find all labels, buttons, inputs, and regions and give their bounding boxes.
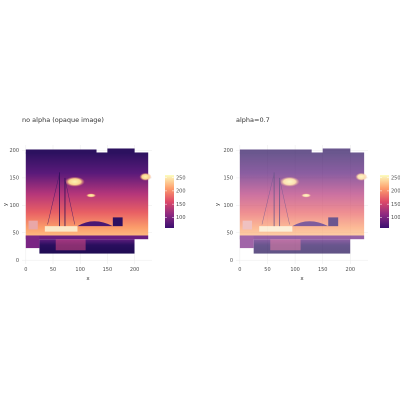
- top-edge: [25, 149, 97, 154]
- top-edge: [239, 149, 312, 154]
- panel-title: alpha=0.7: [236, 116, 270, 124]
- colorbar-tick-label: 200: [391, 189, 400, 195]
- reflection: [270, 239, 301, 251]
- colorbar-tick-label: 200: [176, 189, 186, 195]
- y-tick-label: 150: [9, 176, 19, 182]
- sky-region: [239, 152, 365, 236]
- cloud: [279, 176, 300, 187]
- y-tick-label: 0: [230, 258, 233, 264]
- y-axis-label: y: [3, 202, 9, 206]
- rigging: [64, 178, 75, 225]
- right-structure: [112, 217, 123, 227]
- reflection: [55, 239, 86, 251]
- left-building: [28, 220, 38, 230]
- hill: [77, 221, 113, 227]
- x-tick-label: 50: [50, 267, 56, 273]
- top-edge: [322, 148, 351, 154]
- rigging: [279, 178, 290, 225]
- raster-image: [239, 148, 368, 254]
- water-region: [39, 239, 135, 254]
- axis-ticks: 0 50 100 150 200 0 50 100 150 200: [9, 148, 139, 273]
- y-tick-label: 200: [223, 148, 233, 154]
- hill: [292, 221, 329, 227]
- x-tick-label: 200: [346, 267, 356, 273]
- colorbar: 100 150 200 250: [165, 175, 186, 228]
- y-tick-label: 50: [13, 230, 19, 236]
- x-axis-label: x: [300, 276, 304, 282]
- x-tick-label: 150: [318, 267, 328, 273]
- left-edge: [239, 235, 254, 249]
- x-tick-label: 200: [130, 267, 140, 273]
- y-axis-label: y: [215, 202, 221, 206]
- y-tick-label: 0: [16, 258, 19, 264]
- shoreline: [25, 235, 149, 240]
- colorbar-gradient: [165, 175, 174, 228]
- cloud: [86, 193, 97, 198]
- panel-title: no alpha (opaque image): [22, 116, 104, 124]
- boat-hull: [44, 226, 78, 232]
- colorbar-tick-label: 150: [391, 202, 400, 208]
- y-tick-label: 150: [223, 176, 233, 182]
- y-tick-label: 50: [227, 230, 233, 236]
- colorbar-tick-label: 250: [391, 175, 400, 181]
- rigging: [261, 173, 275, 225]
- x-tick-label: 150: [103, 267, 113, 273]
- colorbar-tick-label: 250: [176, 175, 186, 181]
- shoreline: [239, 235, 365, 240]
- left-edge: [25, 235, 40, 249]
- x-axis-label: x: [86, 276, 90, 282]
- mask: [134, 239, 149, 254]
- colorbar-tick-label: 100: [176, 215, 186, 221]
- y-tick-label: 100: [9, 203, 19, 209]
- x-tick-label: 0: [238, 267, 241, 273]
- colorbar-tick-label: 150: [176, 202, 186, 208]
- raster-image: [25, 148, 152, 254]
- chart-panel-1: no alpha (opaque image) 0 50 100 150 200 0 50 10…: [3, 116, 186, 282]
- colorbar-gradient: [380, 175, 389, 228]
- x-tick-label: 100: [75, 267, 85, 273]
- colorbar: 100 150 200 250: [380, 175, 400, 228]
- top-edge: [107, 148, 135, 154]
- sky-region: [25, 152, 149, 236]
- y-tick-label: 200: [9, 148, 19, 154]
- x-tick-label: 100: [290, 267, 300, 273]
- cloud: [139, 172, 152, 181]
- cloud: [64, 176, 85, 187]
- cloud: [355, 172, 368, 181]
- mask: [350, 239, 365, 254]
- cloud: [301, 193, 312, 198]
- left-building: [242, 220, 253, 230]
- x-tick-label: 0: [24, 267, 27, 273]
- y-tick-label: 100: [223, 203, 233, 209]
- chart-panel-2: alpha=0.70 50 100 150 200050100150200xy10015…: [215, 116, 400, 282]
- boat-hull: [259, 226, 293, 232]
- rigging: [47, 173, 60, 225]
- water-region: [253, 239, 351, 254]
- colorbar-tick-label: 100: [391, 215, 400, 221]
- right-structure: [328, 217, 339, 227]
- axis-ticks: 0 50 100 150 200 0 50 100 150 200: [223, 148, 355, 273]
- x-tick-label: 50: [264, 267, 270, 273]
